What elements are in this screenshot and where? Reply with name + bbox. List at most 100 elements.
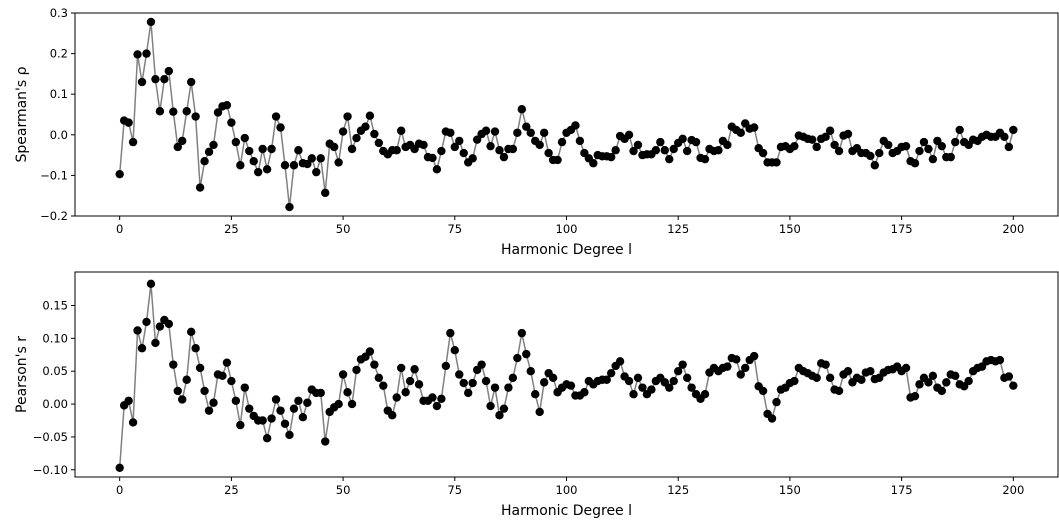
data-point (490, 127, 500, 136)
data-point (548, 373, 558, 382)
data-point (553, 155, 562, 165)
data-point (352, 133, 361, 143)
data-point (700, 390, 710, 399)
data-point (262, 165, 272, 174)
data-point (334, 158, 343, 167)
data-point (392, 146, 401, 155)
data-point (338, 127, 348, 136)
data-point (955, 125, 964, 135)
data-point (665, 383, 674, 392)
data-point (428, 393, 437, 402)
data-point (361, 122, 370, 131)
data-point (772, 397, 781, 407)
data-point (204, 147, 214, 157)
data-point (365, 111, 375, 120)
y-tick-label: −0.05 (33, 430, 68, 444)
data-point (388, 411, 397, 420)
x-tick-label: 175 (891, 483, 913, 497)
data-point (227, 118, 236, 127)
data-point (419, 140, 428, 150)
x-tick-label: 150 (779, 222, 801, 236)
data-point (289, 404, 299, 413)
x-tick-label: 0 (116, 483, 123, 497)
data-point (526, 367, 535, 376)
data-point (910, 391, 920, 401)
data-point (352, 365, 361, 375)
data-point (513, 128, 522, 137)
data-point (249, 156, 258, 166)
data-point (271, 395, 281, 404)
data-point (901, 363, 911, 373)
data-point (857, 375, 866, 384)
data-point (437, 394, 446, 404)
x-tick-label: 150 (779, 483, 801, 497)
data-point (169, 107, 178, 116)
data-point (316, 154, 325, 163)
data-point (236, 420, 245, 430)
data-point (285, 202, 294, 212)
data-point (566, 381, 576, 390)
y-axis-label: Pearson's r (14, 336, 30, 413)
data-point (396, 126, 406, 135)
data-point (303, 159, 312, 169)
data-point (343, 112, 352, 121)
data-point (289, 161, 299, 170)
data-point (142, 49, 151, 58)
data-point (513, 353, 522, 363)
data-point (191, 112, 200, 121)
data-point (343, 388, 352, 397)
data-point (321, 188, 330, 198)
data-point (624, 376, 634, 386)
data-point (834, 386, 844, 396)
data-point (186, 77, 196, 87)
data-point (231, 137, 241, 147)
data-point (191, 344, 200, 353)
data-point (178, 395, 187, 404)
data-point (656, 137, 665, 147)
data-point (245, 404, 254, 413)
data-point (665, 154, 674, 164)
data-point (928, 154, 938, 164)
data-point (557, 137, 567, 147)
data-point (522, 122, 531, 131)
data-point (535, 407, 544, 417)
data-point (222, 358, 232, 367)
data-point (669, 144, 678, 154)
data-point (370, 360, 379, 369)
data-point (329, 142, 339, 152)
data-point (173, 142, 182, 152)
y-tick-label: −0.10 (33, 463, 68, 477)
data-point (723, 140, 732, 150)
data-point (825, 126, 835, 135)
data-point (830, 140, 839, 150)
data-point (678, 134, 687, 144)
data-point (446, 328, 455, 338)
data-point (589, 159, 598, 168)
data-point (253, 167, 263, 177)
data-point (825, 373, 835, 382)
data-point (124, 118, 133, 127)
x-tick-label: 75 (447, 483, 462, 497)
data-point (276, 406, 285, 415)
data-point (924, 144, 933, 154)
data-point (633, 373, 643, 382)
data-point (455, 370, 464, 379)
x-axis-label: Harmonic Degree l (501, 242, 632, 258)
data-point (481, 376, 491, 386)
data-point (517, 328, 527, 338)
data-point (531, 390, 540, 399)
data-point (714, 146, 723, 155)
axes-frame (74, 12, 1059, 217)
data-point (258, 144, 267, 154)
data-point (624, 130, 634, 139)
data-point (928, 371, 938, 381)
data-point (164, 319, 174, 329)
data-point (495, 146, 504, 155)
data-point (615, 357, 625, 366)
data-point (182, 107, 191, 116)
data-point (405, 376, 415, 386)
data-point (169, 360, 178, 369)
data-point (937, 386, 947, 396)
data-point (307, 154, 317, 163)
